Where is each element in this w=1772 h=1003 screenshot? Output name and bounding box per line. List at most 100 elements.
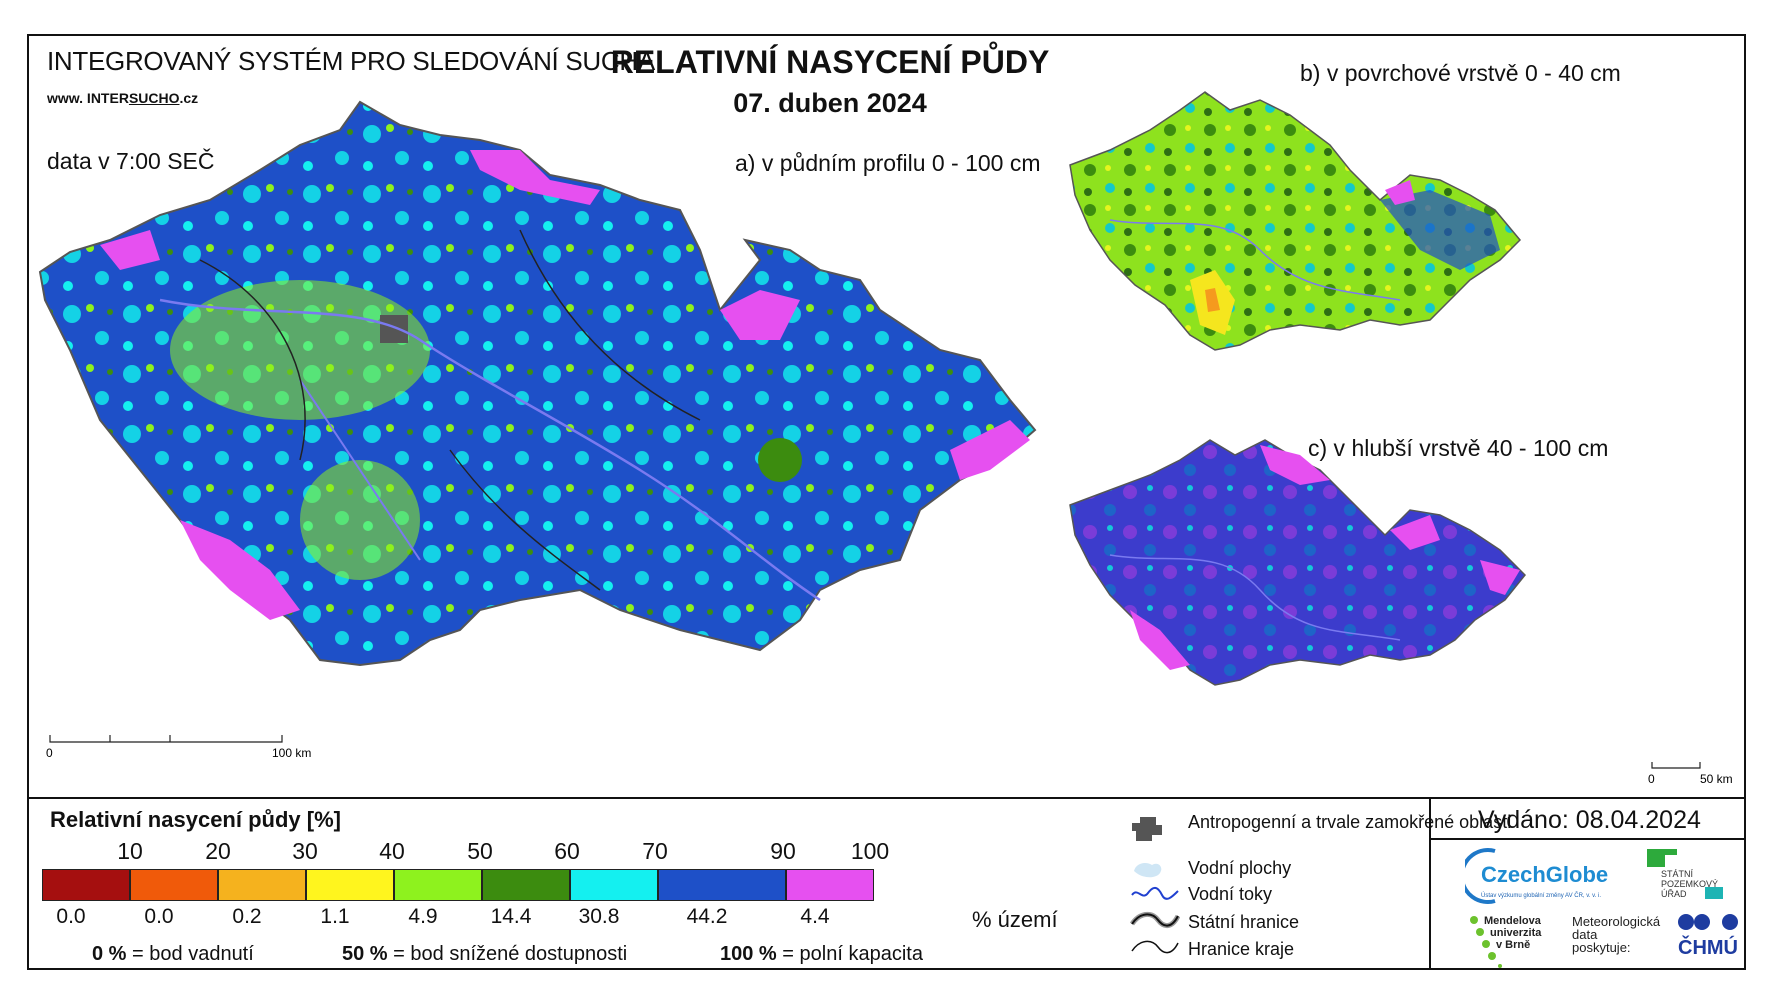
scale-small-start: 0 <box>1648 772 1655 786</box>
spu-logo: STÁTNÍ POZEMKOVÝ ÚŘAD <box>1647 849 1723 899</box>
system-name: INTEGROVANÝ SYSTÉM PRO SLEDOVÁNÍ SUCHA <box>47 46 655 76</box>
svg-text:ČHMÚ: ČHMÚ <box>1678 935 1738 959</box>
legend-tick: 100 <box>850 838 890 864</box>
anthropogenic-area-icon <box>1132 817 1162 841</box>
scale-small-end: 50 km <box>1700 772 1733 786</box>
region-border-icon <box>1131 940 1179 954</box>
page-title: RELATIVNÍ NASYCENÍ PŮDY <box>610 44 1050 80</box>
map-c-magenta-ne <box>1260 445 1330 485</box>
map-c <box>1069 439 1527 686</box>
legend-percent: 14.4 <box>490 905 532 928</box>
website-mid: SUCHO <box>128 90 180 106</box>
legend-unit: % území <box>972 907 1058 932</box>
map-a-magenta-se <box>950 420 1030 480</box>
note-wilting: 0 % = bod vadnutí <box>92 943 254 965</box>
data-time: data v 7:00 SEČ <box>47 148 215 174</box>
svg-text:poskytuje:: poskytuje: <box>1572 940 1631 955</box>
map-a-river-2 <box>299 379 421 561</box>
svg-text:univerzita: univerzita <box>1490 927 1542 939</box>
svg-text:POZEMKOVÝ: POZEMKOVÝ <box>1661 879 1718 889</box>
legend-tick: 20 <box>205 838 231 864</box>
river-icon <box>1131 887 1179 900</box>
note-capacity: 100 % = polní kapacita <box>720 943 923 965</box>
legend-percent: 0.0 <box>144 905 174 928</box>
map-a-green-patch <box>170 280 430 420</box>
map-a-magenta-nw <box>100 230 160 270</box>
website-prefix: www. INTER <box>47 90 129 106</box>
legend-swatch <box>394 869 482 901</box>
map-b-magenta-patch <box>1385 180 1415 205</box>
scale-a-end: 100 km <box>272 746 311 760</box>
map-b-blue-patch <box>1380 190 1500 270</box>
legend-tick: 30 <box>292 838 318 864</box>
map-date: 07. duben 2024 <box>733 88 927 118</box>
legend-percent: 4.9 <box>408 905 438 928</box>
water-area-icon <box>1134 863 1162 878</box>
legend-percent: 4.4 <box>800 905 830 928</box>
map-a-magenta-east <box>720 290 800 340</box>
legend-swatch <box>218 869 306 901</box>
legend-divider <box>27 797 1746 799</box>
legend-region-border: Hranice kraje <box>1188 939 1295 959</box>
map-a-green-patch-south <box>300 460 420 580</box>
chmu-logo: Meteorologická data poskytuje: ČHMÚ <box>1572 914 1738 959</box>
legend-percent: 1.1 <box>320 905 350 928</box>
scale-a-start: 0 <box>46 746 53 760</box>
legend-swatch <box>306 869 394 901</box>
svg-text:data: data <box>1572 927 1598 942</box>
legend-percent: 44.2 <box>686 905 728 928</box>
legend-state-border: Státní hranice <box>1188 912 1300 932</box>
legend-swatch <box>42 869 130 901</box>
map-b-orange-patch <box>1205 288 1220 312</box>
legend-swatch <box>482 869 570 901</box>
scale-bar-a <box>49 735 283 743</box>
map-c-river <box>1109 554 1401 641</box>
map-a-region-border <box>199 229 701 591</box>
map-a-magenta-sw <box>180 520 300 620</box>
map-c-label: c) v hlubší vrstvě 40 - 100 cm <box>1308 435 1609 461</box>
legend-swatch <box>130 869 218 901</box>
mendel-university-logo: Mendelova univerzita v Brně <box>1470 915 1542 968</box>
map-a-magenta-ne <box>470 150 600 205</box>
map-c-magenta-east <box>1390 515 1440 550</box>
state-border-icon <box>1130 912 1180 928</box>
map-frame <box>27 34 1746 970</box>
svg-text:STÁTNÍ: STÁTNÍ <box>1661 869 1694 879</box>
legend-tick: 60 <box>554 838 580 864</box>
soil-saturation-maps: 0 100 km 0 50 km <box>38 91 1733 786</box>
website-suffix: .cz <box>179 90 199 106</box>
svg-text:Ústav výzkumu globální změny A: Ústav výzkumu globální změny AV ČR, v. v… <box>1481 892 1601 899</box>
legend-swatch <box>786 869 874 901</box>
svg-text:Meteorologická: Meteorologická <box>1572 914 1661 929</box>
legend-rivers: Vodní toky <box>1188 884 1273 904</box>
map-b <box>1069 91 1522 351</box>
issued-divider <box>1429 838 1746 840</box>
legend-tick: 10 <box>117 838 143 864</box>
website-link[interactable]: www. INTERSUCHO.cz <box>47 90 198 106</box>
svg-text:Mendelova: Mendelova <box>1484 915 1542 927</box>
legend-tick: 40 <box>379 838 405 864</box>
legend-swatch <box>570 869 658 901</box>
czechglobe-logo: CzechGlobe Ústav výzkumu globální změny … <box>1465 848 1608 904</box>
map-c-magenta-se <box>1480 560 1520 595</box>
map-b-river <box>1109 219 1401 301</box>
legend-anthropogenic: Antropogenní a trvale zamokřené oblasti <box>1188 812 1512 832</box>
footer-divider <box>1429 797 1431 970</box>
legend-tick: 90 <box>770 838 796 864</box>
legend-tick: 50 <box>467 838 493 864</box>
map-a-label: a) v půdním profilu 0 - 100 cm <box>735 150 1041 176</box>
legend-tick: 70 <box>642 838 668 864</box>
map-b-country <box>1069 91 1522 351</box>
issued-date: Vydáno: 08.04.2024 <box>1478 806 1701 834</box>
map-b-label: b) v povrchové vrstvě 0 - 40 cm <box>1300 60 1621 86</box>
map-a <box>38 100 1037 667</box>
svg-text:v Brně: v Brně <box>1496 939 1530 951</box>
svg-text:CzechGlobe: CzechGlobe <box>1481 862 1608 887</box>
map-a-dark-green <box>758 438 802 482</box>
note-reduced: 50 % = bod snížené dostupnosti <box>342 943 628 965</box>
map-a-country <box>38 100 1037 667</box>
map-c-magenta-sw <box>1130 610 1190 670</box>
legend-percent: 30.8 <box>578 905 620 928</box>
map-a-anthropogenic <box>380 315 408 343</box>
legend-swatch <box>658 869 786 901</box>
